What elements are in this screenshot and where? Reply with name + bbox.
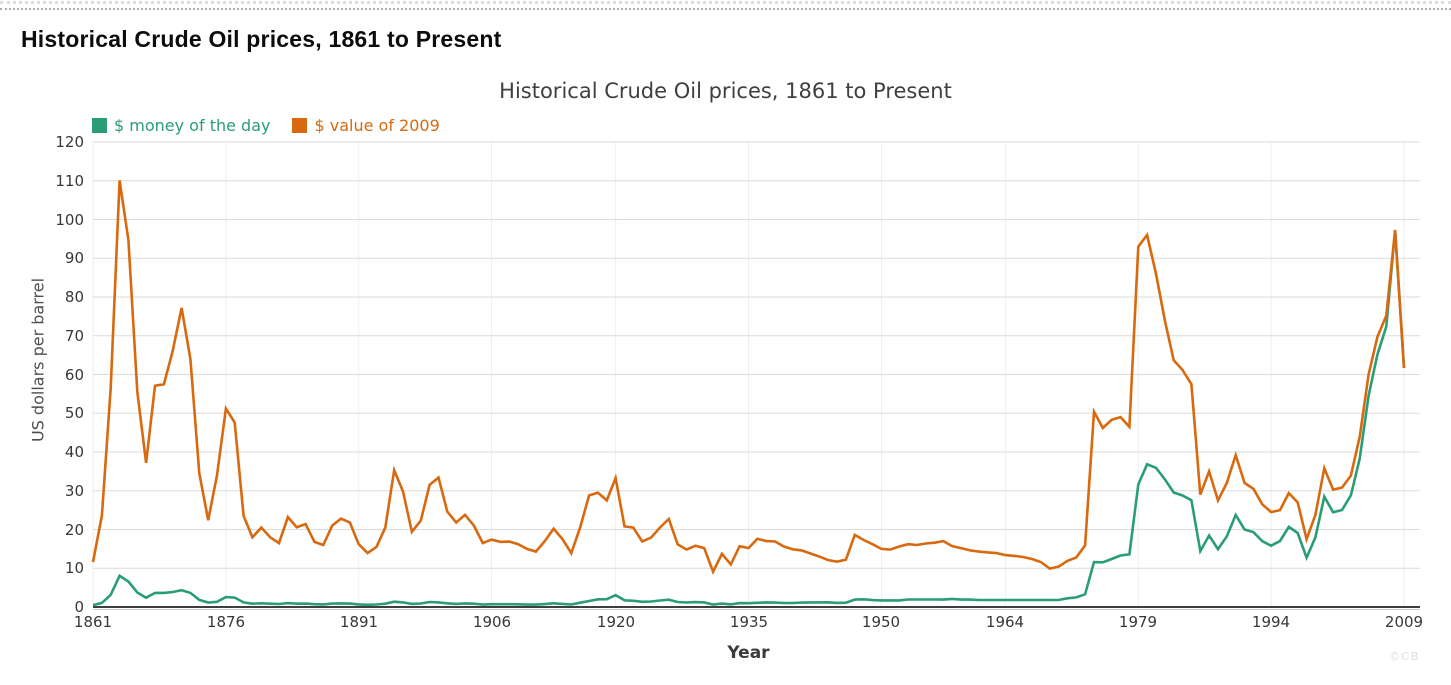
x-axis-title: Year	[727, 643, 770, 663]
legend-label-money-of-the-day: $ money of the day	[114, 116, 271, 135]
legend-swatch-green-icon	[92, 118, 107, 133]
top-dotted-divider-2	[0, 8, 1451, 10]
legend-label-value-of-2009: $ value of 2009	[314, 116, 440, 135]
legend-item-money-of-the-day: $ money of the day	[92, 116, 270, 135]
series-line-1	[91, 180, 1406, 575]
series-line-0	[92, 229, 1406, 607]
top-dotted-divider	[0, 1, 1451, 4]
legend-item-value-of-2009: $ value of 2009	[292, 116, 440, 135]
page-title: Historical Crude Oil prices, 1861 to Pre…	[21, 26, 502, 52]
chart-title: Historical Crude Oil prices, 1861 to Pre…	[499, 79, 952, 103]
legend-swatch-orange-icon	[292, 118, 308, 133]
legend: $ money of the day $ value of 2009	[92, 116, 440, 135]
watermark: ©CB	[1389, 650, 1420, 663]
